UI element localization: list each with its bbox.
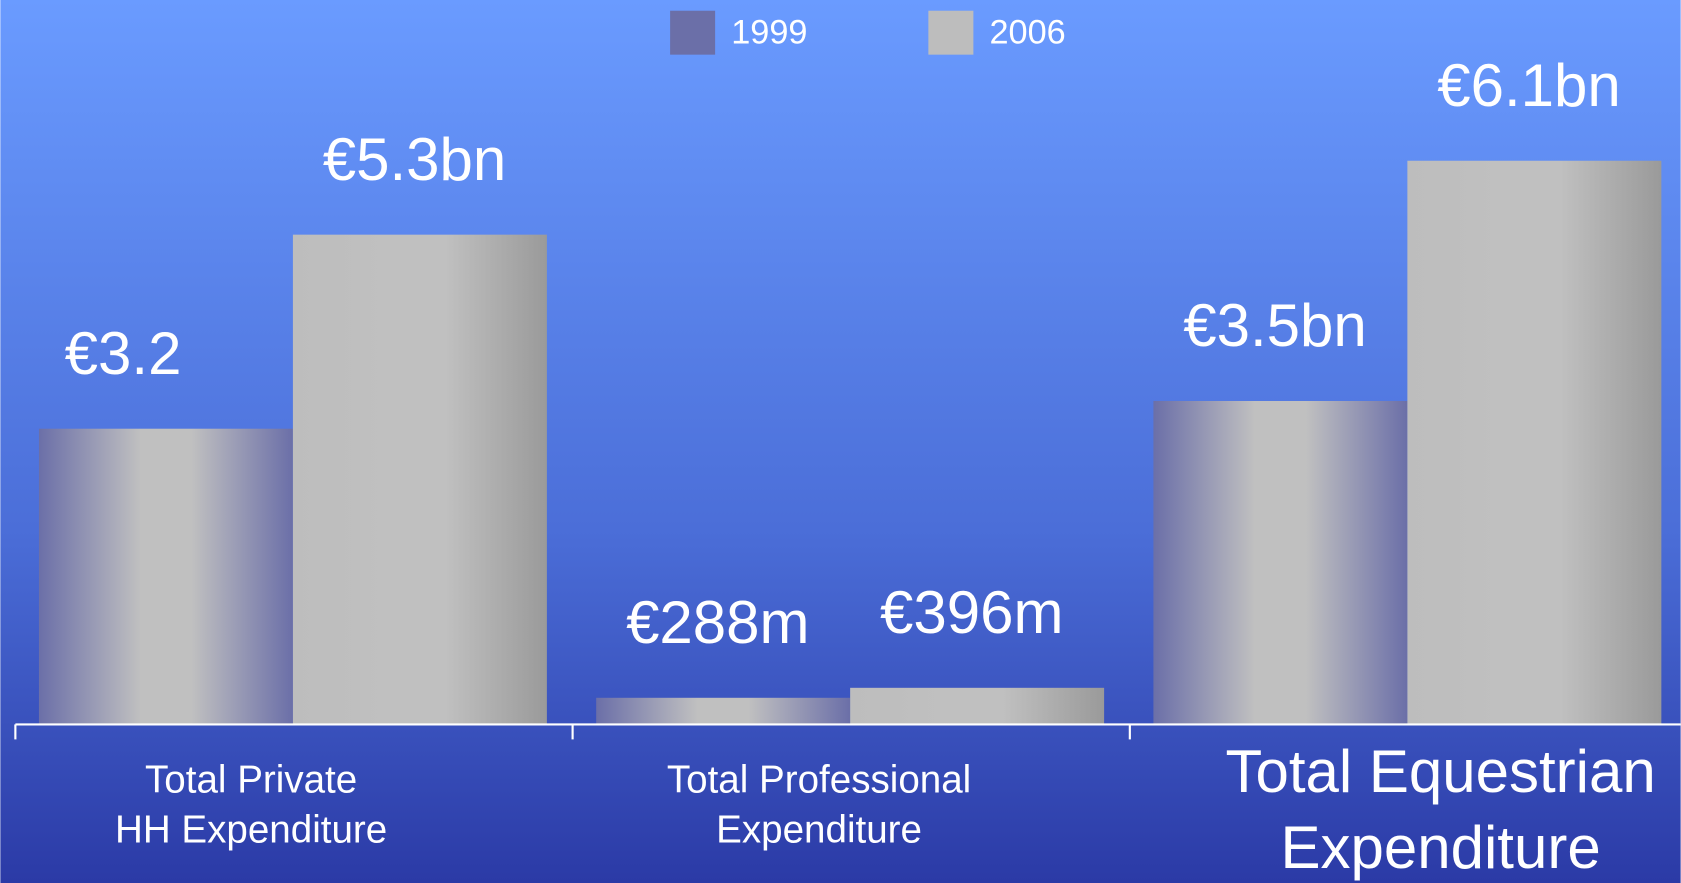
value-label: €288m	[626, 589, 809, 656]
category-label: Total Equestrian Expenditure	[1225, 738, 1655, 881]
bar	[1153, 400, 1408, 725]
bar	[1407, 160, 1662, 725]
legend-label: 1999	[731, 13, 807, 51]
category-line: Total Professional	[667, 758, 971, 801]
value-label: €3.2	[65, 320, 182, 387]
category-line: Total Equestrian	[1225, 738, 1655, 805]
bar	[38, 428, 293, 725]
value-label: €6.1bn	[1437, 52, 1621, 119]
legend-label: 2006	[989, 13, 1065, 51]
legend-swatch	[928, 10, 974, 55]
category-line: Expenditure	[716, 809, 922, 852]
bar	[596, 697, 851, 725]
bar	[850, 687, 1105, 725]
category-label: Total Professional Expenditure	[667, 758, 971, 851]
category-label: Total Private HH Expenditure	[115, 758, 387, 851]
value-label: €396m	[880, 579, 1063, 646]
bar	[292, 234, 547, 725]
category-line: Total Private	[145, 758, 357, 801]
category-line: HH Expenditure	[115, 809, 387, 852]
value-label: €3.5bn	[1183, 292, 1367, 359]
legend-swatch	[670, 10, 716, 55]
category-line: Expenditure	[1280, 814, 1600, 881]
value-label: €5.3bn	[323, 126, 507, 193]
